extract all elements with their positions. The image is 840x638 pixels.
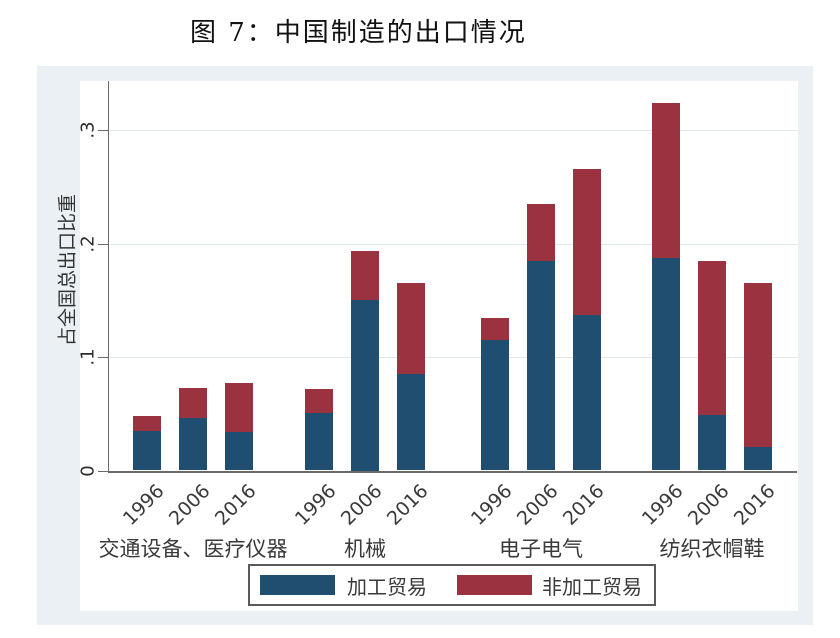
legend-label-non-processing-trade: 非加工贸易 [542, 574, 642, 599]
bar-加工贸易-机械-1996 [305, 412, 333, 471]
bar-非加工贸易-交通设备、医疗仪器-2006 [179, 387, 207, 419]
bar-非加工贸易-机械-1996 [305, 388, 333, 413]
legend: 加工贸易 非加工贸易 [248, 564, 656, 606]
category-label: 电子电气 [499, 537, 583, 561]
y-tick-label: .2 [77, 234, 99, 253]
bar-加工贸易-纺织衣帽鞋-2016 [744, 446, 772, 471]
gridline [109, 243, 798, 245]
bar-加工贸易-电子电气-1996 [481, 339, 509, 471]
bar-加工贸易-交通设备、医疗仪器-2006 [179, 418, 207, 471]
bar-加工贸易-交通设备、医疗仪器-2016 [225, 431, 253, 471]
bar-非加工贸易-纺织衣帽鞋-2006 [698, 260, 726, 415]
bar-非加工贸易-电子电气-2006 [527, 203, 555, 261]
y-tick-label: .1 [77, 348, 99, 366]
bar-加工贸易-交通设备、医疗仪器-1996 [133, 430, 161, 471]
category-label: 机械 [344, 537, 386, 561]
gridline [109, 357, 798, 358]
bar-非加工贸易-机械-2016 [397, 283, 425, 375]
y-tick-mark [98, 357, 108, 358]
bar-非加工贸易-纺织衣帽鞋-2016 [744, 283, 772, 447]
bar-加工贸易-电子电气-2016 [573, 315, 601, 471]
bar-加工贸易-电子电气-2006 [527, 260, 555, 471]
gridline [109, 130, 798, 131]
bar-非加工贸易-交通设备、医疗仪器-2016 [225, 383, 253, 432]
y-tick-label: 0 [77, 464, 99, 477]
bar-非加工贸易-纺织衣帽鞋-1996 [652, 102, 680, 259]
bar-加工贸易-机械-2016 [397, 374, 425, 471]
figure-region: 占全国总出口比重 0.1.2.3 1996 2006 2016 交通设备、医疗仪器 199… [37, 66, 813, 625]
bar-非加工贸易-电子电气-2016 [573, 168, 601, 315]
legend-swatch-processing-trade [260, 575, 335, 595]
y-tick-mark [98, 130, 108, 131]
x-axis-line [108, 470, 797, 473]
bar-加工贸易-纺织衣帽鞋-2006 [698, 414, 726, 471]
y-tick-mark [98, 243, 108, 245]
y-axis-line [108, 81, 109, 471]
bar-加工贸易-机械-2006 [351, 300, 379, 471]
category-label: 交通设备、医疗仪器 [98, 537, 288, 561]
y-axis-title: 占全国总出口比重 [56, 193, 79, 347]
bar-非加工贸易-电子电气-1996 [481, 318, 509, 340]
legend-label-processing-trade: 加工贸易 [347, 574, 427, 599]
legend-swatch-non-processing-trade [457, 575, 532, 595]
bar-非加工贸易-交通设备、医疗仪器-1996 [133, 416, 161, 431]
bar-非加工贸易-机械-2006 [351, 251, 379, 301]
y-tick-mark [98, 470, 108, 472]
chart-title: 图 7：中国制造的出口情况 [190, 18, 527, 48]
bar-加工贸易-纺织衣帽鞋-1996 [652, 258, 680, 471]
y-tick-label: .3 [77, 121, 99, 139]
category-label: 纺织衣帽鞋 [659, 537, 765, 561]
